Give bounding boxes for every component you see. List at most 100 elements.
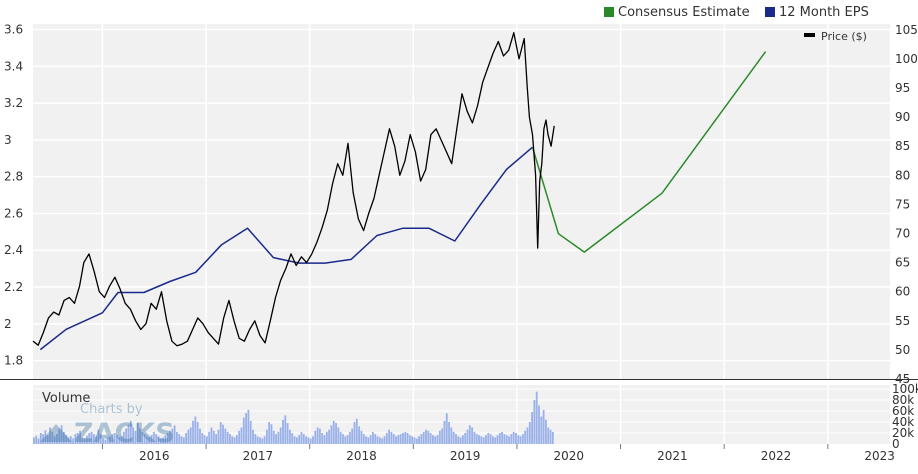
volume-bar — [510, 434, 513, 444]
volume-bar — [102, 438, 104, 444]
volume-bar — [62, 431, 65, 444]
y-left-tick-label: 3.4 — [4, 59, 23, 73]
volume-bar — [531, 412, 533, 444]
volume-bar — [235, 435, 238, 444]
volume-bar — [67, 437, 70, 444]
volume-bar — [104, 439, 107, 444]
volume-bar — [325, 431, 328, 444]
volume-bar — [524, 430, 527, 444]
volume-bar — [49, 427, 51, 444]
volume-bar — [418, 436, 420, 444]
volume-bar — [358, 426, 361, 444]
volume-tick-label: 40k — [892, 415, 914, 429]
volume-bar — [92, 434, 95, 444]
volume-bar — [263, 436, 266, 444]
legend-label-consensus: Consensus Estimate — [618, 5, 750, 20]
y-right-tick-label: 65 — [895, 256, 910, 270]
volume-bar — [208, 431, 211, 444]
volume-bar — [508, 436, 510, 444]
volume-bar — [141, 431, 144, 444]
volume-bar — [72, 438, 75, 444]
volume-bar — [441, 428, 444, 444]
volume-bar — [109, 436, 111, 444]
volume-bar — [226, 431, 229, 444]
volume-bar — [180, 436, 183, 444]
volume-bar — [275, 434, 277, 444]
legend-swatch-price — [804, 33, 815, 37]
volume-bar — [542, 409, 545, 444]
volume-bar — [39, 433, 42, 444]
volume-bar — [533, 400, 536, 444]
volume-bar — [254, 434, 257, 444]
volume-bar — [480, 436, 483, 444]
x-tick-label: 2019 — [450, 449, 481, 463]
volume-bar — [323, 435, 326, 444]
volume-bar — [353, 422, 356, 444]
volume-bar — [293, 436, 296, 444]
volume-bar — [129, 420, 132, 444]
volume-bar — [146, 436, 148, 444]
volume-bar — [113, 433, 116, 444]
main-plot-area — [33, 24, 890, 379]
volume-bar — [289, 429, 291, 444]
y-right-tick-label: 95 — [895, 81, 910, 95]
legend-label-price: Price ($) — [821, 30, 867, 43]
watermark-line1: Charts by — [80, 402, 143, 417]
volume-bar — [335, 423, 337, 444]
volume-bar — [422, 431, 425, 444]
volume-bar — [445, 413, 448, 444]
volume-bar — [118, 437, 121, 444]
volume-bar — [249, 420, 252, 444]
volume-bar — [314, 430, 317, 444]
volume-bar — [496, 435, 499, 444]
volume-bar — [203, 435, 206, 444]
y-right-tick-label: 50 — [895, 343, 910, 357]
volume-tick-label: 80k — [892, 393, 914, 407]
volume-bar — [205, 436, 208, 444]
volume-bar — [238, 430, 241, 444]
volume-bar — [155, 434, 158, 444]
volume-bar — [395, 436, 397, 444]
volume-bar — [436, 435, 439, 444]
volume-bar — [162, 437, 164, 444]
volume-bar — [111, 434, 114, 444]
volume-bar — [148, 437, 151, 444]
volume-bar — [134, 430, 137, 444]
volume-bar — [157, 436, 160, 444]
x-tick-label: 2020 — [553, 449, 584, 463]
volume-bar — [318, 428, 321, 444]
volume-bar — [376, 436, 379, 444]
volume-bar — [452, 431, 455, 444]
volume-bar — [37, 438, 40, 444]
volume-bar — [535, 391, 538, 444]
volume-bar — [182, 437, 185, 444]
volume-bar — [482, 437, 485, 444]
y-right-tick-label: 80 — [895, 168, 910, 182]
volume-bar — [519, 436, 522, 444]
volume-bar — [122, 431, 125, 444]
volume-bar — [139, 428, 141, 444]
volume-bar — [201, 433, 204, 444]
volume-bar — [116, 435, 118, 444]
volume-bar — [466, 429, 469, 444]
volume-bar — [159, 438, 162, 444]
volume-bar — [459, 437, 462, 444]
volume-bar — [81, 437, 84, 444]
volume-bar — [291, 433, 294, 444]
volume-bar — [224, 428, 227, 444]
volume-bar — [74, 434, 77, 444]
volume-bar — [136, 423, 139, 444]
legend: Consensus Estimate 12 Month EPS — [604, 5, 869, 20]
volume-bar — [392, 434, 395, 444]
volume-tick-label: 100k — [892, 382, 918, 396]
x-tick-label: 2016 — [139, 449, 170, 463]
y-right-tick-label: 75 — [895, 197, 910, 211]
volume-bar — [450, 427, 453, 444]
y-right-tick-label: 100 — [895, 52, 918, 66]
volume-bar — [425, 429, 427, 444]
volume-bar — [397, 435, 400, 444]
volume-bar — [494, 437, 497, 444]
legend-swatch-eps — [765, 7, 775, 17]
volume-bar — [374, 434, 377, 444]
volume-bar — [473, 431, 476, 444]
